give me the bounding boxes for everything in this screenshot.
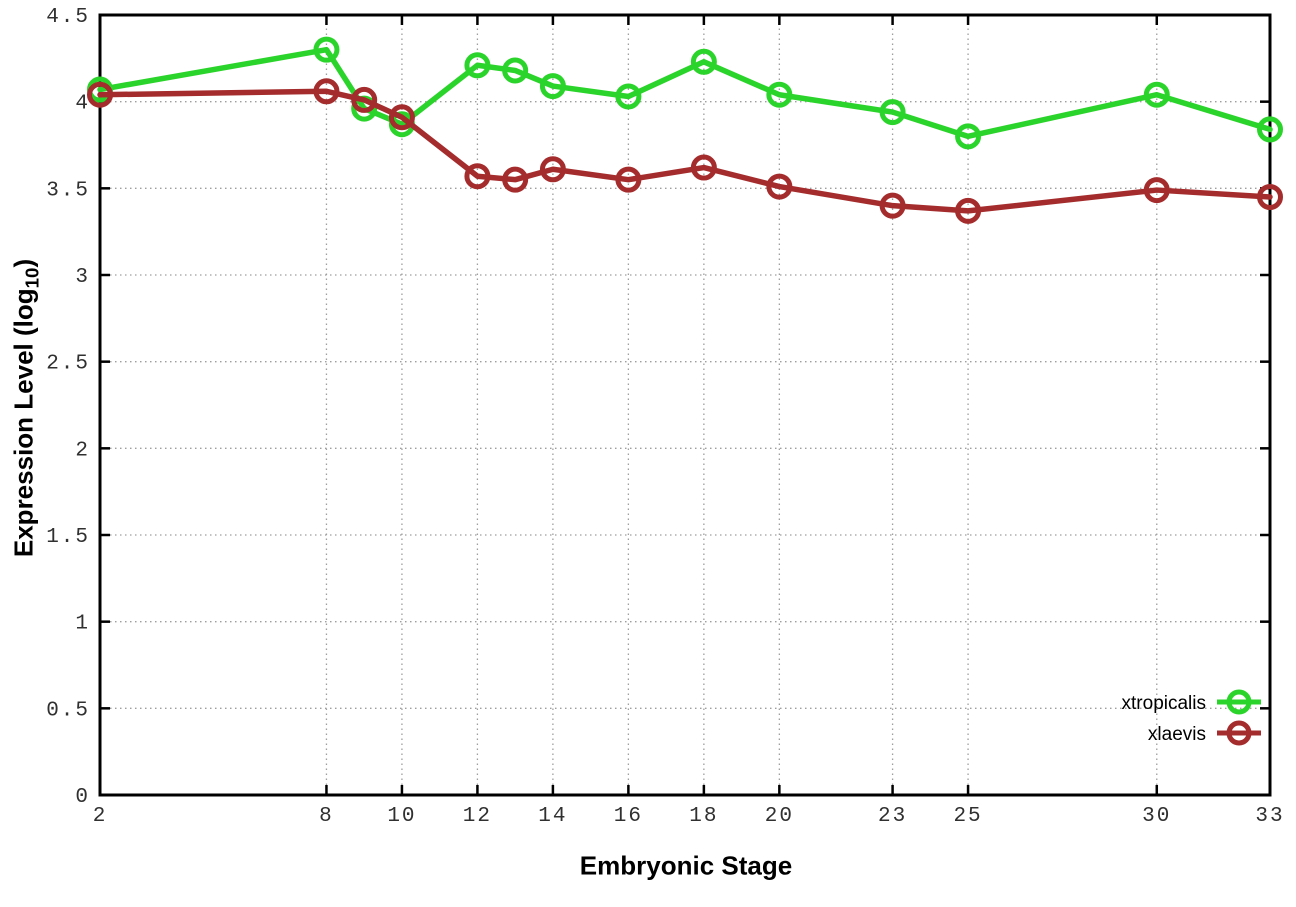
data-point-xlaevis [615, 166, 642, 193]
y-tick-label: 2.5 [46, 353, 90, 376]
data-point-xlaevis [690, 154, 717, 181]
x-tick-label: 18 [689, 805, 718, 828]
legend-label-xtropicalis: xtropicalis [1122, 693, 1206, 714]
y-tick-label: 4 [75, 93, 90, 116]
data-point-xlaevis [388, 104, 415, 131]
data-point-xtropicalis [464, 52, 491, 79]
x-tick-label: 12 [463, 805, 492, 828]
x-tick-label: 14 [538, 805, 567, 828]
data-point-xlaevis [879, 192, 906, 219]
x-tick-label: 33 [1255, 805, 1284, 828]
data-point-xtropicalis [502, 57, 529, 84]
x-tick-label: 23 [878, 805, 907, 828]
y-tick-label: 3 [75, 266, 90, 289]
y-axis-title: Expression Level (log10) [8, 259, 43, 557]
data-point-xlaevis [464, 163, 491, 190]
data-point-xtropicalis [879, 99, 906, 126]
data-point-xtropicalis [690, 48, 717, 75]
data-point-xtropicalis [1257, 116, 1283, 143]
data-point-xlaevis [502, 166, 529, 193]
x-axis-title: Embryonic Stage [579, 850, 793, 881]
x-tick-label: 25 [953, 805, 982, 828]
data-point-xtropicalis [615, 83, 642, 110]
y-tick-label: 1 [75, 613, 90, 636]
x-tick-label: 10 [387, 805, 416, 828]
data-point-xlaevis [1257, 184, 1283, 210]
y-tick-label: 3.5 [46, 179, 90, 202]
y-tick-label: 4.5 [46, 6, 90, 29]
x-tick-label: 2 [93, 805, 108, 828]
y-tick-label: 0 [75, 786, 90, 809]
plot-border [98, 13, 1272, 797]
y-tick-label: 2 [75, 439, 90, 462]
y-tick-label: 0.5 [46, 699, 90, 722]
data-point-xtropicalis [955, 123, 982, 150]
data-point-xlaevis [955, 197, 982, 224]
data-point-xlaevis [87, 81, 113, 108]
y-axis-title-subscript: 10 [21, 267, 43, 289]
data-point-xlaevis [766, 173, 793, 200]
data-point-xlaevis [313, 78, 340, 105]
legend-marker-xlaevis [1226, 720, 1252, 746]
data-point-xtropicalis [539, 73, 566, 100]
y-axis-title-text: Expression Level (log [8, 288, 39, 558]
data-point-xlaevis [539, 156, 566, 183]
data-point-xtropicalis [313, 36, 340, 63]
x-tick-label: 30 [1142, 805, 1171, 828]
data-point-xlaevis [1143, 177, 1170, 204]
legend-label-xlaevis: xlaevis [1148, 724, 1206, 745]
y-axis-title-close: ) [8, 258, 39, 268]
x-tick-label: 16 [614, 805, 643, 828]
data-point-xlaevis [351, 86, 378, 113]
x-tick-label: 20 [765, 805, 794, 828]
y-tick-label: 1.5 [46, 526, 90, 549]
data-point-xtropicalis [766, 81, 793, 108]
x-tick-label: 8 [319, 805, 334, 828]
data-point-xtropicalis [1143, 81, 1170, 108]
legend-marker-xtropicalis [1226, 689, 1252, 715]
